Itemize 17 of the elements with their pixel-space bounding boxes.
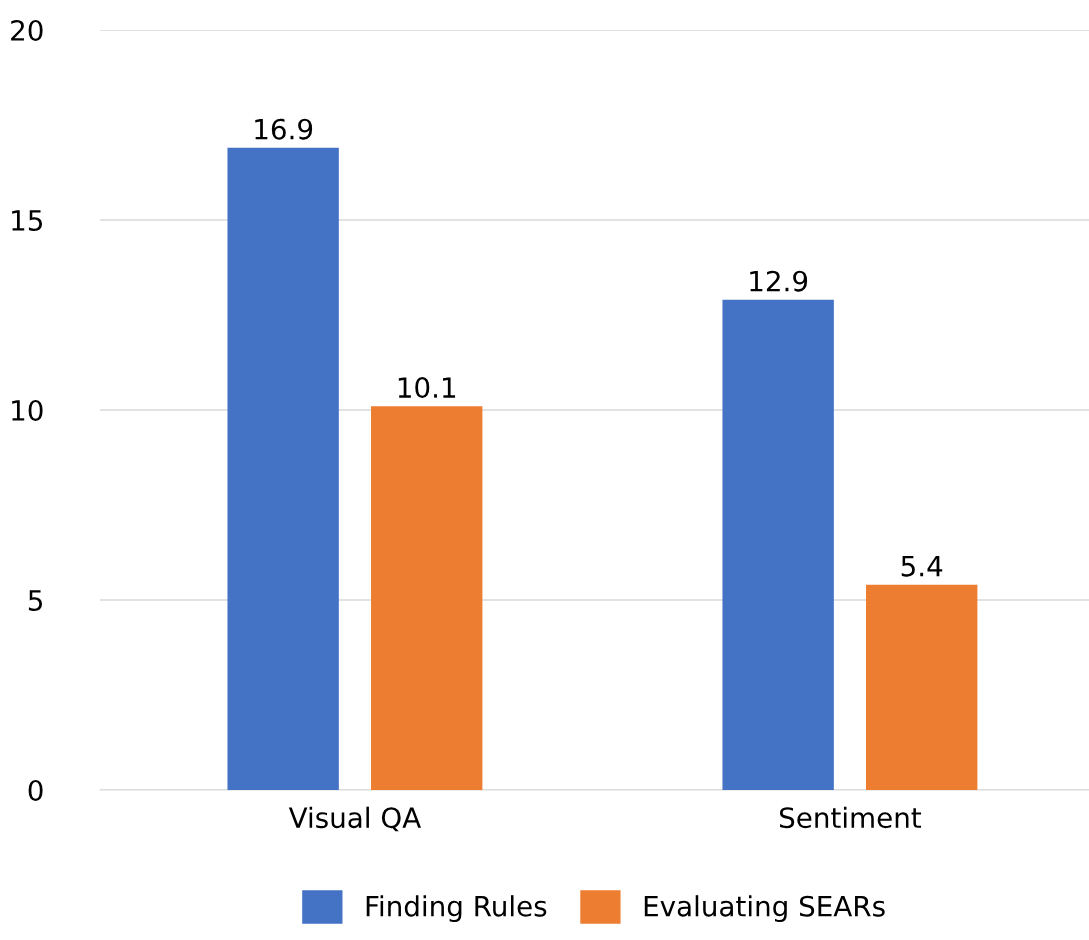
data-label: 10.1	[398, 377, 456, 399]
bar	[227, 147, 339, 790]
y-tick-label: 5	[28, 590, 43, 611]
bar	[722, 299, 834, 790]
y-tick-label: 0	[28, 779, 43, 801]
data-label: 5.4	[901, 555, 943, 577]
data-label: 12.9	[750, 270, 808, 292]
bar	[866, 584, 978, 790]
y-tick-label: 20	[11, 19, 43, 41]
y-tick-label: 10	[12, 399, 43, 421]
legend-label: Evaluating SEARs	[644, 895, 885, 923]
x-tick-label: Visual QA	[288, 806, 421, 832]
legend-label: Finding Rules	[366, 895, 547, 923]
x-tick-label: Sentiment	[779, 806, 922, 829]
data-label: 16.9	[255, 118, 313, 140]
y-tick-label: 15	[12, 210, 43, 231]
bar	[371, 406, 483, 790]
